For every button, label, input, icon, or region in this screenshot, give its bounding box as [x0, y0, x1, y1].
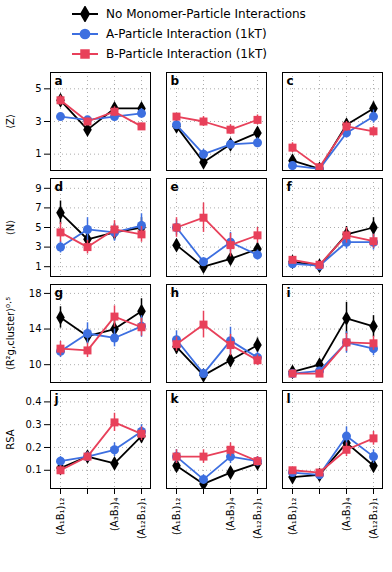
html-text:B-Particle Interaction (1kT): B-Particle Interaction (1kT) [106, 47, 267, 61]
svg-text:5: 5 [35, 222, 41, 233]
svg-text:RSA: RSA [5, 429, 16, 449]
html-text:A-Particle Interaction (1kT): A-Particle Interaction (1kT) [106, 27, 267, 41]
svg-text:a: a [55, 74, 63, 88]
svg-text:18: 18 [29, 288, 42, 299]
svg-text:i: i [287, 286, 291, 300]
svg-text:(A₃B₃)₄: (A₃B₃)₄ [225, 498, 236, 532]
svg-text:9: 9 [35, 183, 41, 194]
svg-text:k: k [171, 392, 180, 406]
svg-text:10: 10 [29, 359, 42, 370]
svg-text:(A₁B₁)₁₂: (A₁B₁)₁₂ [171, 498, 182, 536]
svg-text:b: b [171, 74, 180, 88]
svg-text:(A₁B₁)₁₂: (A₁B₁)₁₂ [287, 498, 298, 536]
svg-text:f: f [287, 180, 293, 194]
svg-text:0.1: 0.1 [26, 464, 42, 475]
svg-text:h: h [171, 286, 180, 300]
svg-text:3: 3 [35, 241, 41, 252]
svg-text:0.2: 0.2 [26, 442, 42, 453]
svg-text:d: d [55, 180, 64, 194]
svg-text:j: j [54, 392, 59, 406]
svg-text:(A₁₂B₁₂)₁: (A₁₂B₁₂)₁ [252, 498, 263, 540]
svg-text:1: 1 [35, 148, 41, 159]
html-text:No Monomer-Particle Interactio: No Monomer-Particle Interactions [106, 7, 306, 21]
svg-text:7: 7 [35, 202, 41, 213]
svg-text:(A₁B₁)₁₂: (A₁B₁)₁₂ [55, 498, 66, 536]
svg-text:(A₁₂B₁₂)₁: (A₁₂B₁₂)₁ [136, 498, 147, 540]
svg-text:(A₃B₃)₄: (A₃B₃)₄ [341, 498, 352, 532]
svg-text:(A₁₂B₁₂)₁: (A₁₂B₁₂)₁ [368, 498, 379, 540]
svg-text:3: 3 [35, 116, 41, 127]
svg-text:e: e [171, 180, 179, 194]
svg-text:g: g [55, 286, 64, 300]
svg-text:⟨R²g,cluster⟩⁰·⁵: ⟨R²g,cluster⟩⁰·⁵ [5, 297, 16, 371]
svg-text:⟨N⟩: ⟨N⟩ [5, 220, 16, 235]
svg-text:0.3: 0.3 [26, 419, 42, 430]
svg-text:l: l [287, 392, 291, 406]
svg-text:⟨Z⟩: ⟨Z⟩ [5, 114, 16, 129]
svg-text:(A₃B₃)₄: (A₃B₃)₄ [109, 498, 120, 532]
svg-text:14: 14 [29, 323, 42, 334]
svg-text:c: c [287, 74, 294, 88]
svg-text:1: 1 [35, 261, 41, 272]
svg-text:0.4: 0.4 [26, 396, 42, 407]
svg-text:5: 5 [35, 83, 41, 94]
